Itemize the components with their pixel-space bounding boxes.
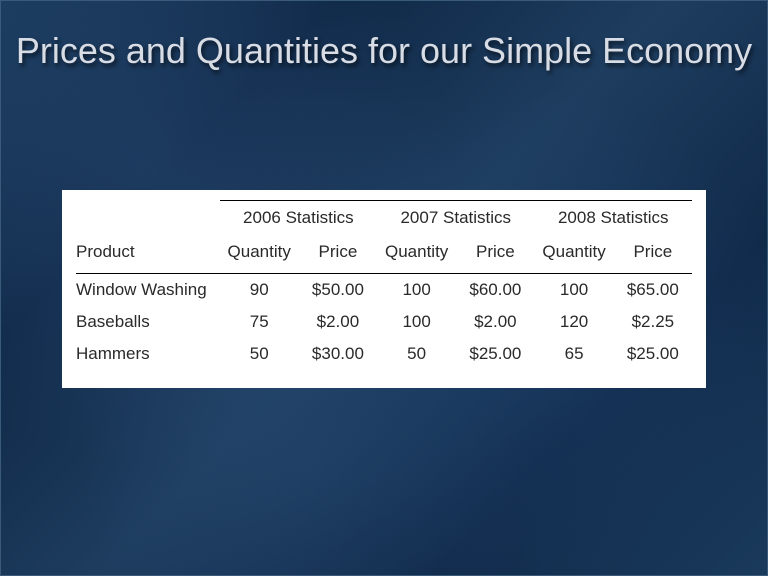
cell-quantity: 50 bbox=[220, 338, 299, 370]
col-quantity: Quantity bbox=[220, 236, 299, 272]
product-header: Product bbox=[76, 236, 220, 272]
cell-quantity: 65 bbox=[534, 338, 613, 370]
col-price: Price bbox=[614, 236, 692, 272]
cell-quantity: 120 bbox=[534, 306, 613, 338]
economy-table: 2006 Statistics 2007 Statistics 2008 Sta… bbox=[76, 200, 692, 370]
cell-price: $2.00 bbox=[299, 306, 377, 338]
economy-table-container: 2006 Statistics 2007 Statistics 2008 Sta… bbox=[62, 190, 706, 388]
cell-price: $2.00 bbox=[456, 306, 534, 338]
slide-title: Prices and Quantities for our Simple Eco… bbox=[0, 0, 768, 73]
product-name: Window Washing bbox=[76, 273, 220, 306]
sub-header-row: Product Quantity Price Quantity Price Qu… bbox=[76, 236, 692, 272]
cell-quantity: 90 bbox=[220, 273, 299, 306]
year-group-row: 2006 Statistics 2007 Statistics 2008 Sta… bbox=[76, 202, 692, 236]
cell-price: $25.00 bbox=[456, 338, 534, 370]
cell-price: $65.00 bbox=[614, 273, 692, 306]
cell-price: $25.00 bbox=[614, 338, 692, 370]
cell-price: $50.00 bbox=[299, 273, 377, 306]
table-row: Hammers 50 $30.00 50 $25.00 65 $25.00 bbox=[76, 338, 692, 370]
col-price: Price bbox=[456, 236, 534, 272]
cell-price: $60.00 bbox=[456, 273, 534, 306]
col-price: Price bbox=[299, 236, 377, 272]
year-group-2008: 2008 Statistics bbox=[534, 202, 692, 236]
year-group-2007: 2007 Statistics bbox=[377, 202, 534, 236]
table-row: Baseballs 75 $2.00 100 $2.00 120 $2.25 bbox=[76, 306, 692, 338]
cell-quantity: 100 bbox=[377, 273, 456, 306]
cell-price: $30.00 bbox=[299, 338, 377, 370]
year-group-2006: 2006 Statistics bbox=[220, 202, 377, 236]
product-name: Hammers bbox=[76, 338, 220, 370]
col-quantity: Quantity bbox=[377, 236, 456, 272]
cell-price: $2.25 bbox=[614, 306, 692, 338]
col-quantity: Quantity bbox=[534, 236, 613, 272]
cell-quantity: 75 bbox=[220, 306, 299, 338]
cell-quantity: 50 bbox=[377, 338, 456, 370]
cell-quantity: 100 bbox=[377, 306, 456, 338]
product-name: Baseballs bbox=[76, 306, 220, 338]
table-row: Window Washing 90 $50.00 100 $60.00 100 … bbox=[76, 273, 692, 306]
cell-quantity: 100 bbox=[534, 273, 613, 306]
